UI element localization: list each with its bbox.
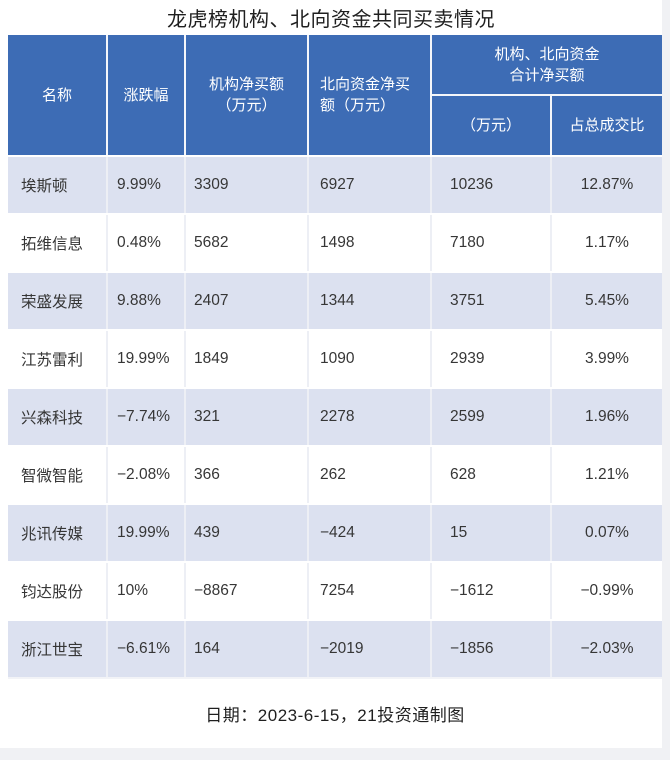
table-row: 浙江世宝 −6.61% 164 −2019 −1856 −2.03% <box>8 619 662 677</box>
cell-inst-net-buy: 2407 <box>184 273 307 329</box>
header-combined-ratio: 占总成交比 <box>550 96 662 155</box>
cell-stock-name: 兴森科技 <box>21 410 84 427</box>
header-combined-group: 机构、北向资金 合计净买额 <box>430 35 662 96</box>
cell-north-net-buy: 262 <box>307 447 430 503</box>
cell-north-net-buy: 1498 <box>307 215 430 271</box>
cell-stock-name: 拓维信息 <box>21 236 84 253</box>
cell-combined-amount: 3751 <box>430 273 550 329</box>
cell-change-percent: 9.99% <box>106 157 184 213</box>
cell-turnover-ratio: −2.03% <box>550 621 662 677</box>
cell-change-percent: −6.61% <box>106 621 184 677</box>
header-name: 名称 <box>41 86 72 104</box>
cell-turnover-ratio: 3.99% <box>550 331 662 387</box>
cell-north-net-buy: 1090 <box>307 331 430 387</box>
cell-change-percent: 19.99% <box>106 331 184 387</box>
page-margin-bottom <box>0 748 670 760</box>
cell-turnover-ratio: 0.07% <box>550 505 662 561</box>
page-title: 龙虎榜机构、北向资金共同买卖情况 <box>167 9 495 31</box>
table-row: 智微智能 −2.08% 366 262 628 1.21% <box>8 445 662 503</box>
cell-inst-net-buy: 321 <box>184 389 307 445</box>
page-margin-right <box>662 0 670 760</box>
cell-inst-net-buy: 164 <box>184 621 307 677</box>
table-row: 钧达股份 10% −8867 7254 −1612 −0.99% <box>8 561 662 619</box>
footer-note: 日期：2023-6-15，21投资通制图 <box>205 706 465 725</box>
header-north-net-buy: 北向资金净买 额（万元） <box>307 35 430 155</box>
table-row: 兆讯传媒 19.99% 439 −424 15 0.07% <box>8 503 662 561</box>
table-header: 名称 涨跌幅 机构净买额 （万元） 北向资金净买 额（万元） 机构、北向资金 合… <box>8 35 662 155</box>
table-row: 江苏雷利 19.99% 1849 1090 2939 3.99% <box>8 329 662 387</box>
cell-turnover-ratio: 5.45% <box>550 273 662 329</box>
cell-change-percent: 19.99% <box>106 505 184 561</box>
cell-combined-amount: 15 <box>430 505 550 561</box>
table-row: 埃斯顿 9.99% 3309 6927 10236 12.87% <box>8 155 662 213</box>
cell-change-percent: 9.88% <box>106 273 184 329</box>
cell-combined-amount: 2599 <box>430 389 550 445</box>
table-row: 兴森科技 −7.74% 321 2278 2599 1.96% <box>8 387 662 445</box>
cell-north-net-buy: 6927 <box>307 157 430 213</box>
cell-inst-net-buy: 5682 <box>184 215 307 271</box>
cell-stock-name: 荣盛发展 <box>21 294 84 311</box>
data-table: 名称 涨跌幅 机构净买额 （万元） 北向资金净买 额（万元） 机构、北向资金 合… <box>8 35 662 748</box>
cell-turnover-ratio: 12.87% <box>550 157 662 213</box>
cell-stock-name: 兆讯传媒 <box>21 526 84 543</box>
cell-change-percent: 10% <box>106 563 184 619</box>
cell-stock-name: 江苏雷利 <box>21 352 84 369</box>
cell-combined-amount: −1612 <box>430 563 550 619</box>
cell-combined-amount: −1856 <box>430 621 550 677</box>
cell-combined-amount: 7180 <box>430 215 550 271</box>
cell-change-percent: 0.48% <box>106 215 184 271</box>
table-footer: 日期：2023-6-15，21投资通制图 <box>8 677 662 748</box>
cell-inst-net-buy: −8867 <box>184 563 307 619</box>
cell-north-net-buy: −424 <box>307 505 430 561</box>
cell-combined-amount: 2939 <box>430 331 550 387</box>
cell-north-net-buy: −2019 <box>307 621 430 677</box>
cell-stock-name: 智微智能 <box>21 468 84 485</box>
cell-turnover-ratio: −0.99% <box>550 563 662 619</box>
cell-turnover-ratio: 1.17% <box>550 215 662 271</box>
table-row: 拓维信息 0.48% 5682 1498 7180 1.17% <box>8 213 662 271</box>
cell-north-net-buy: 1344 <box>307 273 430 329</box>
header-combined-amount: （万元） <box>430 96 550 155</box>
cell-combined-amount: 10236 <box>430 157 550 213</box>
cell-stock-name: 埃斯顿 <box>21 178 68 195</box>
header-inst-net-buy: 机构净买额 （万元） <box>184 35 307 155</box>
cell-change-percent: −7.74% <box>106 389 184 445</box>
cell-combined-amount: 628 <box>430 447 550 503</box>
cell-stock-name: 浙江世宝 <box>21 642 84 659</box>
cell-north-net-buy: 7254 <box>307 563 430 619</box>
cell-turnover-ratio: 1.96% <box>550 389 662 445</box>
table-body: 埃斯顿 9.99% 3309 6927 10236 12.87% 拓维信息 0.… <box>8 155 662 677</box>
header-change: 涨跌幅 <box>106 35 184 155</box>
cell-north-net-buy: 2278 <box>307 389 430 445</box>
cell-inst-net-buy: 1849 <box>184 331 307 387</box>
cell-stock-name: 钧达股份 <box>21 584 84 601</box>
cell-inst-net-buy: 439 <box>184 505 307 561</box>
table-row: 荣盛发展 9.88% 2407 1344 3751 5.45% <box>8 271 662 329</box>
cell-turnover-ratio: 1.21% <box>550 447 662 503</box>
cell-change-percent: −2.08% <box>106 447 184 503</box>
cell-inst-net-buy: 366 <box>184 447 307 503</box>
cell-inst-net-buy: 3309 <box>184 157 307 213</box>
